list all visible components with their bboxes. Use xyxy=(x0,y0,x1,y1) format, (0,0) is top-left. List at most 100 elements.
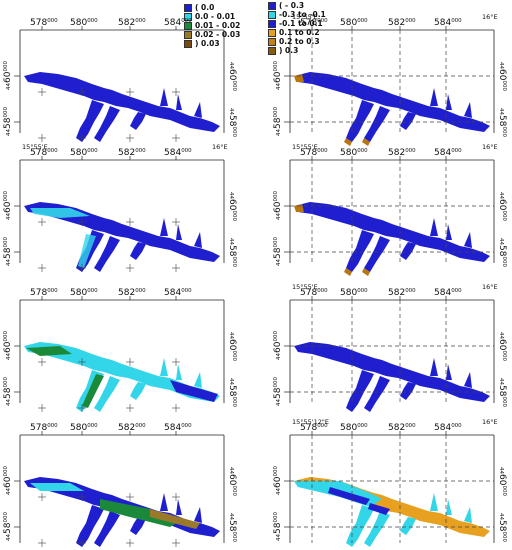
lake-arm xyxy=(446,499,452,515)
lake-arm xyxy=(464,507,472,523)
lake-arm xyxy=(160,493,168,511)
legend-right-label: -0.1 to 0.1 xyxy=(279,19,323,28)
lake-arm xyxy=(400,382,416,400)
lake-arm xyxy=(346,505,374,547)
legend-right-label: 0.1 to 0.2 xyxy=(279,28,320,37)
legend-right-item: ( - 0.3 xyxy=(268,1,326,10)
corner-lon-left: 15°55'E xyxy=(292,13,318,21)
legend-right-item: 0.2 to 0.3 xyxy=(268,37,326,46)
y-tick-label: 4458000 xyxy=(273,512,283,541)
legend-right-item: -0.3 to -0.1 xyxy=(268,10,326,19)
lake-arm xyxy=(400,242,416,260)
map-panel-left-2: 578000 580000 582000 584000 4460000 4460000 44… xyxy=(0,143,240,272)
x-tick-label: 578000 xyxy=(300,18,328,28)
lake-main-body xyxy=(294,342,490,402)
x-tick-label: 578000 xyxy=(30,288,58,298)
x-tick-label: 580000 xyxy=(70,148,98,158)
lake-arm xyxy=(94,106,120,142)
map-panel-left-1: 578000 580000 582000 584000 4460000 4460000 44… xyxy=(0,18,240,142)
overlay-green xyxy=(100,499,180,527)
y-tick-label-right: 4460000 xyxy=(497,192,507,221)
overlay-edge xyxy=(344,138,352,146)
lake-group xyxy=(294,72,490,146)
lake-arm xyxy=(94,376,120,412)
y-tick-label: 4458000 xyxy=(3,512,13,541)
y-tick-label-right: 4458000 xyxy=(497,108,507,137)
lake-group xyxy=(24,202,220,272)
corner-lon-right: 16°E xyxy=(482,13,498,21)
lake-arm xyxy=(130,382,146,400)
map-right-3: 578000 580000 582000 584000 4460000 4460000 44… xyxy=(273,283,507,412)
legend-left-swatch xyxy=(184,39,192,48)
map-panel-right-3: 578000 580000 582000 584000 4460000 4460000 44… xyxy=(270,283,510,412)
lake-arm xyxy=(446,364,452,380)
y-tick-label: 4460000 xyxy=(273,331,283,360)
y-tick-label-right: 4458000 xyxy=(497,513,507,542)
overlay-green xyxy=(26,346,72,356)
y-tick-label: 4460000 xyxy=(3,331,13,360)
legend-right-swatch xyxy=(268,28,276,37)
y-tick-label-right: 4458000 xyxy=(227,108,237,137)
map-panel-right-2: 578000 580000 582000 584000 4460000 4460000 44… xyxy=(270,143,510,276)
overlay-olive xyxy=(150,509,200,529)
y-tick-label: 4458000 xyxy=(273,237,283,266)
lake-arm xyxy=(160,358,168,376)
lake-main-body xyxy=(24,72,220,132)
corner-lon-right: 16°E xyxy=(482,143,498,151)
lake-arm xyxy=(464,372,472,388)
overlay-blue xyxy=(328,487,370,505)
lake-group xyxy=(24,72,220,142)
lake-arm xyxy=(130,112,146,130)
lake-main-body xyxy=(294,72,490,132)
legend-left-label: 0.02 - 0.03 xyxy=(195,30,241,39)
overlay-blue xyxy=(170,380,218,402)
x-tick-label: 584000 xyxy=(164,18,192,28)
corner-lon-left: 15°55'12"E xyxy=(292,418,329,426)
y-tick-label: 4458000 xyxy=(273,107,283,136)
lake-arm xyxy=(76,505,104,547)
y-tick-label-right: 4460000 xyxy=(497,62,507,91)
lake-arm xyxy=(130,517,146,535)
lake-arm xyxy=(130,242,146,260)
lake-arm xyxy=(400,517,416,535)
overlay-cyan xyxy=(30,208,90,218)
lake-group xyxy=(24,477,220,547)
x-tick-label: 584000 xyxy=(434,148,462,158)
overlay-edge xyxy=(294,204,304,212)
legend-left-swatch xyxy=(184,21,192,30)
map-left-1: 578000 580000 582000 584000 4460000 4460000 44… xyxy=(3,18,237,142)
lake-arm xyxy=(364,511,390,547)
legend-left-item: ) 0.03 xyxy=(184,39,240,48)
legend-right-label: -0.3 to -0.1 xyxy=(279,10,326,19)
lake-arm xyxy=(160,218,168,236)
legend-left-item: 0.01 - 0.02 xyxy=(184,21,240,30)
lake-group xyxy=(294,342,490,412)
legend-left-label: ( 0.0 xyxy=(195,3,215,12)
lake-arm xyxy=(464,232,472,248)
lake-main-body xyxy=(24,342,220,402)
corner-lon-right: 16°E xyxy=(212,143,228,151)
lake-arm xyxy=(446,224,452,240)
overlay-blue xyxy=(368,503,390,515)
map-panel-left-4: 578000 580000 582000 584000 4460000 4460000 44… xyxy=(0,423,240,547)
x-tick-label: 580000 xyxy=(70,18,98,28)
y-tick-label-right: 4458000 xyxy=(497,378,507,407)
x-tick-label: 584000 xyxy=(164,423,192,433)
lake-group xyxy=(294,477,490,547)
legend-left-item: 0.0 - 0.01 xyxy=(184,12,240,21)
lake-arm xyxy=(430,218,438,236)
lake-arm xyxy=(94,236,120,272)
overlay-green xyxy=(82,374,104,408)
legend-left-label: 0.0 - 0.01 xyxy=(195,12,236,21)
lake-arm xyxy=(194,507,202,523)
corner-lon-left: 15°55'E xyxy=(292,143,318,151)
legend-right-swatch xyxy=(268,37,276,46)
legend-left-swatch xyxy=(184,3,192,12)
lake-group xyxy=(294,202,490,276)
overlay-cyan xyxy=(78,234,96,268)
corner-lon-left: 15°55'E xyxy=(292,283,318,291)
legend-left: ( 0.0 0.0 - 0.01 0.01 - 0.02 0.02 - 0.03) 0… xyxy=(184,3,240,48)
map-left-4: 578000 580000 582000 584000 4460000 4460000 44… xyxy=(3,423,237,547)
lake-arm xyxy=(176,499,182,515)
lake-arm xyxy=(94,511,120,547)
